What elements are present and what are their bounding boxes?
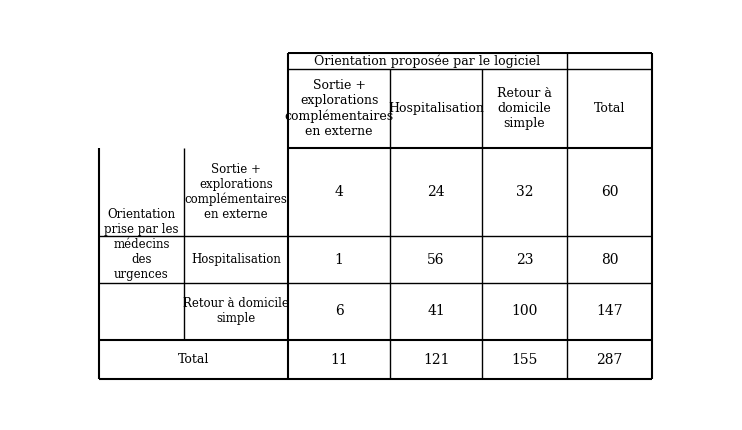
Text: 23: 23 xyxy=(516,252,533,267)
Text: Orientation proposée par le logiciel: Orientation proposée par le logiciel xyxy=(315,55,541,68)
Text: 56: 56 xyxy=(427,252,444,267)
Text: 80: 80 xyxy=(601,252,618,267)
Text: 24: 24 xyxy=(427,185,445,199)
Text: 60: 60 xyxy=(601,185,618,199)
Text: Total: Total xyxy=(178,353,209,366)
Text: Sortie +
explorations
complémentaires
en externe: Sortie + explorations complémentaires en… xyxy=(285,79,394,138)
Text: 32: 32 xyxy=(516,185,533,199)
Text: Hospitalisation: Hospitalisation xyxy=(191,253,281,266)
Text: 147: 147 xyxy=(597,304,623,319)
Text: 1: 1 xyxy=(335,252,344,267)
Text: Total: Total xyxy=(594,102,626,115)
Text: 287: 287 xyxy=(597,353,623,367)
Text: 41: 41 xyxy=(427,304,445,319)
Text: Retour à domicile
simple: Retour à domicile simple xyxy=(183,298,289,326)
Text: 11: 11 xyxy=(330,353,348,367)
Text: 100: 100 xyxy=(511,304,538,319)
Text: 155: 155 xyxy=(511,353,538,367)
Text: Orientation
prise par les
médecins
des
urgences: Orientation prise par les médecins des u… xyxy=(105,208,179,281)
Text: 121: 121 xyxy=(423,353,450,367)
Text: Retour à
domicile
simple: Retour à domicile simple xyxy=(497,87,552,130)
Text: Sortie +
explorations
complémentaires
en externe: Sortie + explorations complémentaires en… xyxy=(185,163,288,221)
Text: 4: 4 xyxy=(335,185,344,199)
Text: Hospitalisation: Hospitalisation xyxy=(388,102,484,115)
Text: 6: 6 xyxy=(335,304,344,319)
